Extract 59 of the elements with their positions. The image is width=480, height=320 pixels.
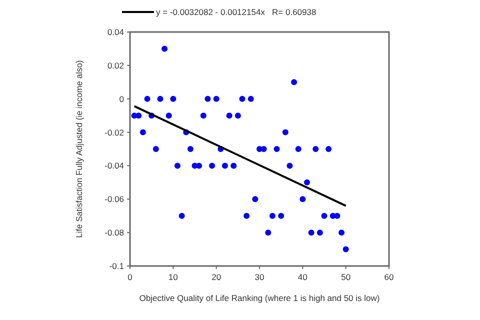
point [152, 146, 159, 152]
point [282, 129, 288, 136]
point [304, 179, 310, 186]
point [234, 112, 241, 119]
point [213, 96, 220, 102]
point [326, 146, 332, 152]
x-axis-title: Objective Quality of Life Ranking (where 1 is high and 50 is low) [139, 293, 380, 303]
x-tick-label: 40 [298, 272, 308, 282]
y-tick-label: -0.06 [104, 194, 124, 204]
point [278, 212, 284, 219]
point [308, 230, 314, 236]
y-tick-label: -0.04 [104, 160, 124, 171]
legend-label: y = -0.0032082 - 0.0012154x R= 0.60938 [156, 7, 316, 17]
x-tick-label: 20 [212, 272, 222, 282]
point [274, 146, 280, 152]
point [222, 162, 228, 169]
y-tick-label: 0.04 [107, 27, 124, 37]
point [295, 146, 302, 152]
point [342, 246, 349, 252]
y-tick-label: 0.02 [107, 60, 124, 70]
y-tick-label: 0 [119, 94, 124, 104]
point [230, 162, 237, 169]
point [321, 212, 328, 219]
y-tick-label: -0.02 [104, 127, 124, 138]
y-tick-label: -0.1 [109, 261, 124, 271]
point [144, 96, 150, 102]
y-tick-label: -0.08 [104, 228, 124, 238]
point [248, 96, 254, 102]
point [166, 112, 172, 119]
point [170, 96, 176, 102]
x-tick-label: 30 [254, 272, 264, 282]
point [269, 212, 276, 219]
x-tick-label: 10 [168, 272, 178, 282]
x-tick-label: 50 [341, 272, 351, 282]
point [178, 212, 185, 219]
y-axis-title: Life Satisfaction Fully Adjusted (ie income also) [74, 60, 84, 238]
point [265, 230, 272, 236]
point [286, 162, 293, 169]
point [252, 196, 258, 202]
point [140, 129, 146, 136]
point [300, 196, 306, 202]
point [196, 162, 202, 169]
point [209, 162, 216, 169]
point [187, 146, 194, 152]
point [174, 162, 180, 169]
point [338, 230, 345, 236]
x-tick-label: 60 [384, 272, 394, 282]
x-tick-label: 0 [128, 272, 133, 282]
point [204, 96, 211, 102]
point [316, 230, 323, 236]
point [200, 112, 206, 119]
point [291, 79, 298, 86]
point [226, 112, 232, 119]
point [239, 96, 246, 102]
point [157, 96, 164, 102]
point [244, 212, 250, 219]
point [312, 146, 319, 152]
point [162, 46, 168, 52]
point [334, 212, 340, 219]
